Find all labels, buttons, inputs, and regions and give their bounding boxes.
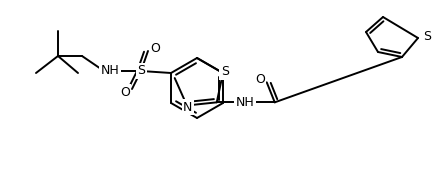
Text: O: O [150, 41, 160, 54]
Text: S: S [137, 64, 145, 77]
Text: NH: NH [101, 64, 119, 77]
Text: S: S [423, 31, 431, 43]
Text: NH: NH [235, 96, 254, 109]
Text: O: O [120, 85, 130, 98]
Text: S: S [221, 66, 229, 79]
Text: N: N [183, 101, 193, 114]
Text: O: O [255, 73, 265, 86]
